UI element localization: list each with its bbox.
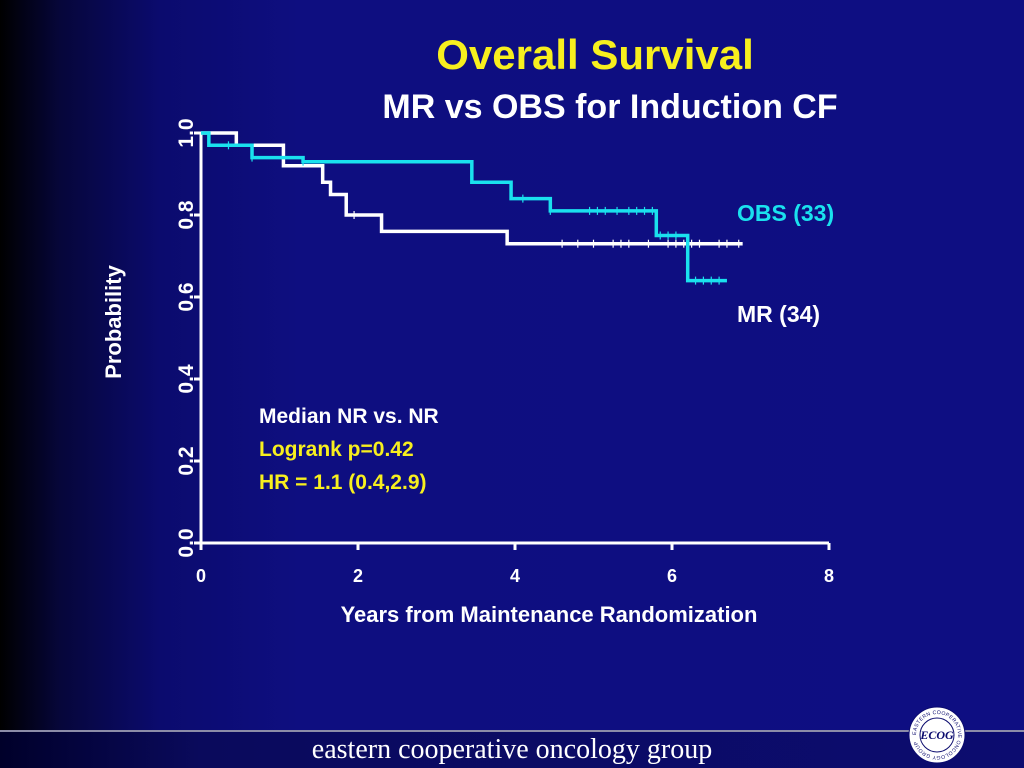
x-tick-label: 0 <box>196 566 206 586</box>
y-tick-label: 1.0 <box>175 118 198 147</box>
footer-bar <box>0 732 1024 768</box>
y-tick-label: 0.4 <box>175 364 198 394</box>
series-obs <box>201 131 727 285</box>
y-tick-label: 0.6 <box>175 282 198 311</box>
annotation-logrank: Logrank p=0.42 <box>259 438 414 461</box>
y-tick-label: 0.0 <box>175 528 198 557</box>
annotation-median: Median NR vs. NR <box>259 405 439 428</box>
survival-curve <box>201 131 743 246</box>
survival-curve <box>201 131 727 283</box>
chart-axes: 0.0 0.2 0.4 0.6 0.8 1.0 0 2 4 6 8 <box>175 118 834 586</box>
y-tick-label: 0.2 <box>175 446 198 475</box>
legend-obs: OBS (33) <box>737 200 834 226</box>
series-mr <box>201 131 743 248</box>
y-axis-label: Probability <box>101 264 126 378</box>
footer-divider <box>0 730 1024 732</box>
series-layer <box>201 131 743 285</box>
ecog-logo: EASTERN COOPERATIVE ONCOLOGY GROUP ECOG <box>908 706 966 764</box>
footer-text: eastern cooperative oncology group <box>311 734 713 765</box>
x-tick-label: 4 <box>510 566 520 586</box>
page-title: Overall Survival <box>436 31 754 78</box>
legend-mr: MR (34) <box>737 301 820 327</box>
x-tick-label: 2 <box>353 566 363 586</box>
annotation-hazard-ratio: HR = 1.1 (0.4,2.9) <box>259 471 427 494</box>
page-subtitle: MR vs OBS for Induction CF <box>382 88 838 126</box>
y-tick-label: 0.8 <box>175 200 198 230</box>
x-tick-label: 6 <box>667 566 677 586</box>
logo-center-text: ECOG <box>919 728 954 742</box>
x-axis-label: Years from Maintenance Randomization <box>341 602 758 627</box>
x-tick-label: 8 <box>824 566 834 586</box>
